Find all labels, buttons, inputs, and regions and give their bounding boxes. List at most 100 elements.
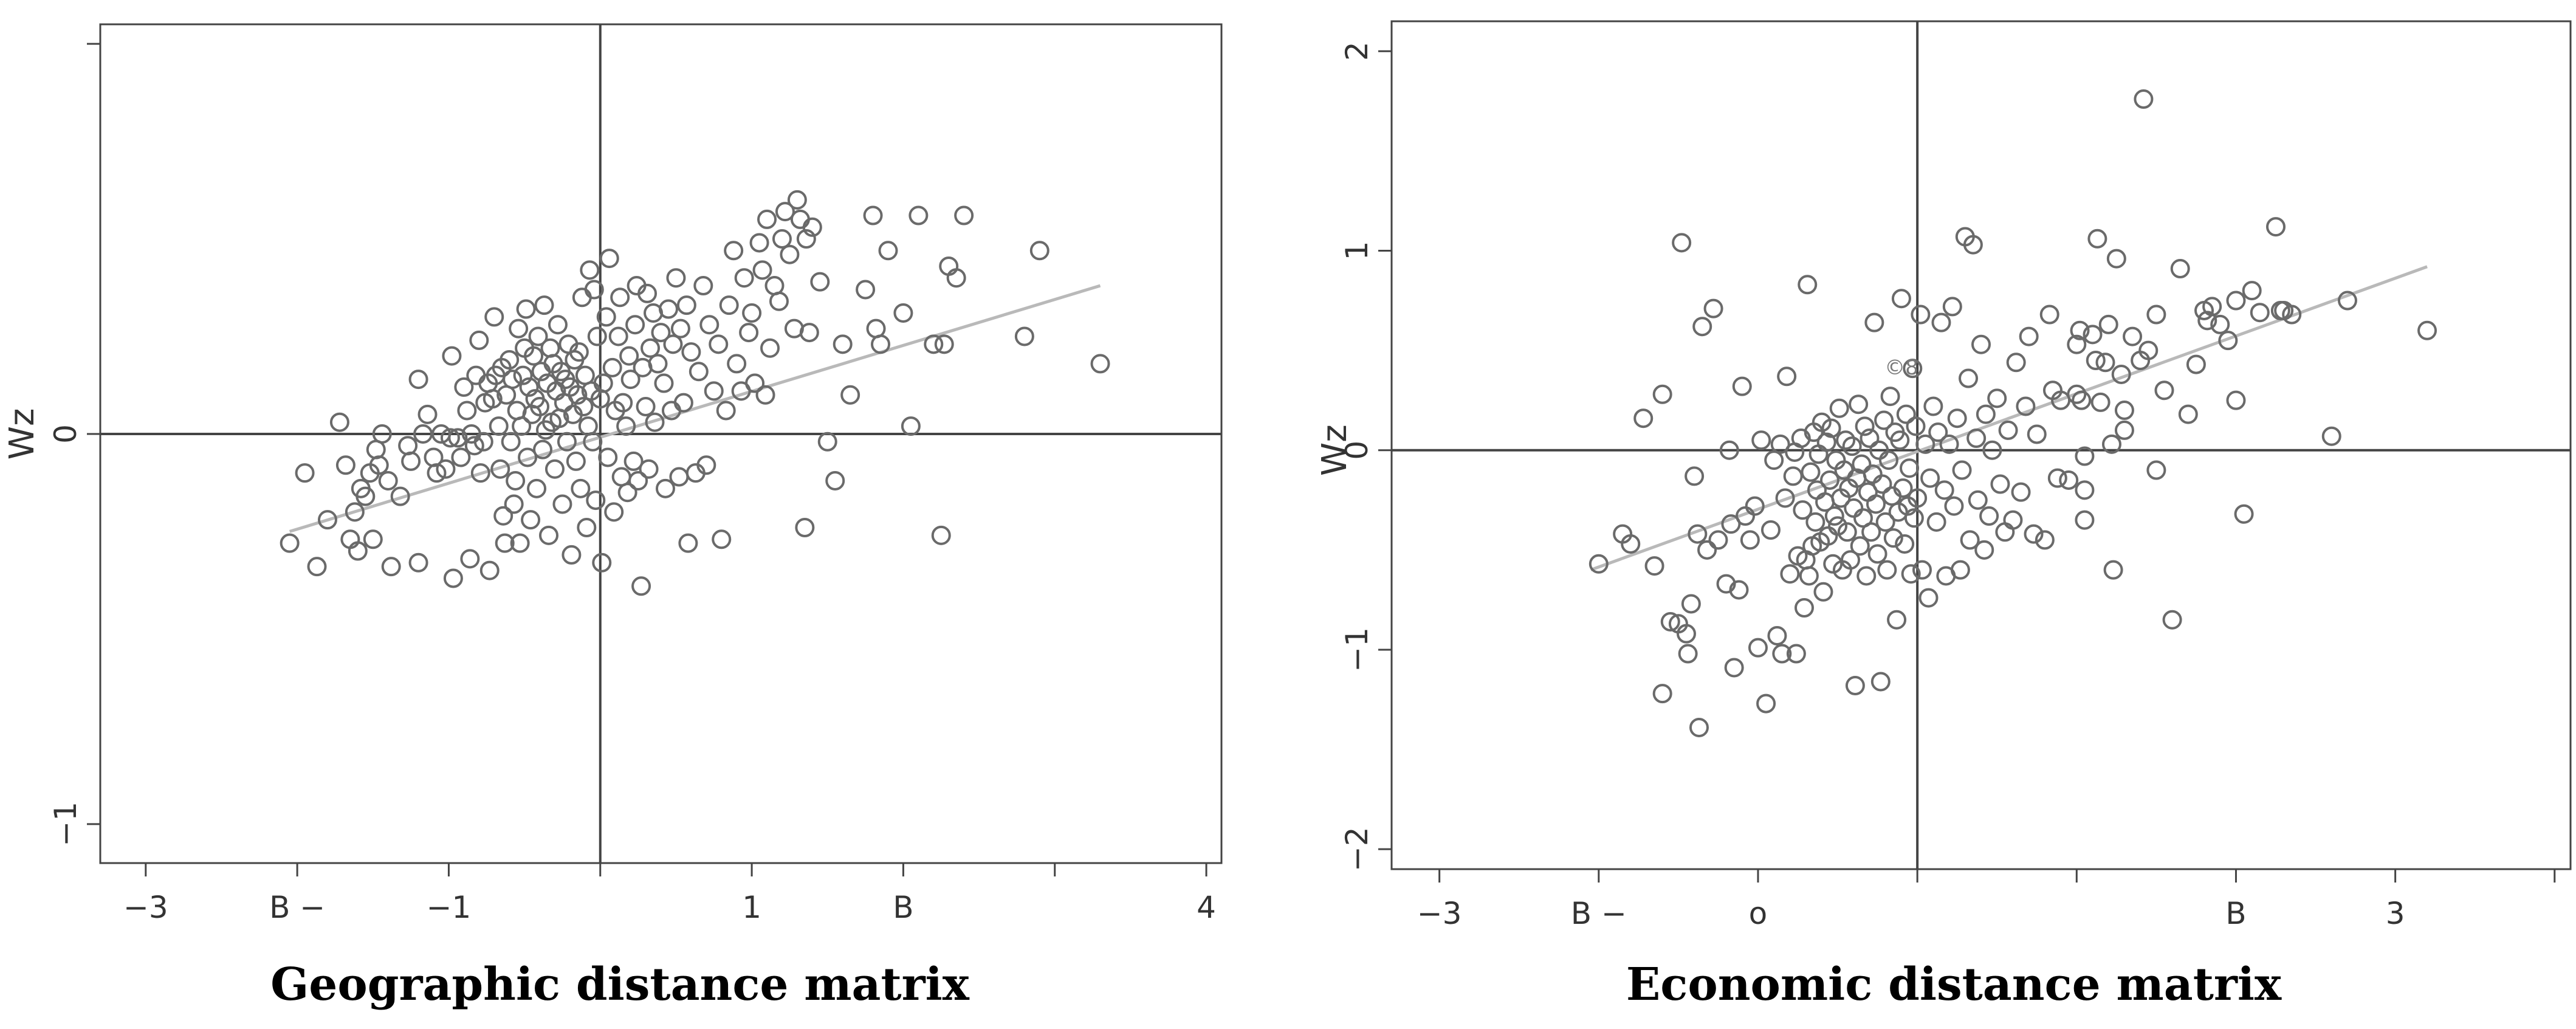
- scatter-point: [390, 486, 410, 506]
- scatter-point: [510, 533, 530, 553]
- scatter-point: [1760, 520, 1781, 540]
- scatter-point: [1870, 672, 1891, 692]
- scatter-point: [1861, 522, 1881, 542]
- scatter-point: [790, 209, 810, 229]
- scatter-point: [863, 205, 883, 225]
- y-tick-label: 2: [1339, 41, 1375, 61]
- x-tick-label: B: [2225, 896, 2246, 931]
- scatter-point: [666, 268, 686, 288]
- scatter-point: [755, 385, 775, 405]
- scatter-point: [1934, 480, 1954, 500]
- scatter-point: [810, 272, 830, 292]
- scatter-point: [530, 397, 550, 417]
- scatter-point: [1801, 462, 1821, 482]
- scatter-point: [577, 518, 597, 537]
- scatter-point: [369, 455, 389, 475]
- scatter-point: [2075, 446, 2095, 466]
- scatter-point: [2067, 334, 2087, 354]
- scatter-point: [1837, 522, 1857, 542]
- scatter-point: [866, 318, 886, 339]
- scatter-point: [1900, 458, 1920, 478]
- scatter-point: [1798, 275, 1818, 295]
- scatter-point: [2226, 291, 2246, 311]
- scatter-point: [2111, 364, 2131, 384]
- scatter-point: [610, 287, 630, 308]
- scatter-point: [490, 459, 510, 479]
- scatter-point: [1841, 550, 1861, 570]
- scatter-point: [617, 483, 637, 503]
- scatter-point: [645, 412, 665, 432]
- scatter-point: [1855, 416, 1875, 436]
- scatter-point: [693, 276, 713, 296]
- scatter-point: [1911, 305, 1931, 325]
- scatter-point: [1979, 506, 1999, 526]
- scatter-point: [924, 334, 944, 354]
- x-tick-label: B −: [269, 890, 325, 925]
- scatter-point: [1952, 460, 1972, 480]
- scatter-point: [580, 260, 600, 280]
- scatter-point: [509, 318, 529, 339]
- scatter-point: [2170, 259, 2190, 279]
- scatter-point: [1987, 388, 2007, 408]
- scatter-point: [1678, 644, 1698, 664]
- scatter-point: [639, 459, 659, 479]
- x-tick-label: 1: [742, 890, 761, 925]
- scatter-point: [825, 470, 845, 490]
- x-tick-label: B: [893, 890, 913, 925]
- scatter-point: [533, 439, 553, 459]
- scatter-point: [280, 533, 300, 553]
- scatter-point: [1974, 540, 1994, 560]
- scatter-point: [764, 276, 785, 296]
- scatter-point: [1772, 644, 1792, 664]
- scatter-point: [495, 533, 515, 553]
- scatter-point: [1893, 478, 1913, 498]
- scatter-point: [1912, 560, 1932, 580]
- scatter-point: [655, 478, 675, 498]
- scatter-point: [372, 424, 392, 444]
- scatter-point: [625, 315, 645, 335]
- x-tick-label: B −: [1571, 896, 1627, 931]
- scatter-point: [363, 529, 383, 549]
- scatter-point: [620, 370, 641, 390]
- scatter-point: [2250, 303, 2270, 323]
- scatter-point: [484, 307, 504, 327]
- chart-economic: −3 B − o B 3 −2 −1 0 1 2 Wz ©8 Economic distance mat…: [1315, 20, 2572, 1011]
- scatter-point: [673, 393, 693, 413]
- scatter-point: [408, 370, 428, 390]
- scatter-point: [2006, 353, 2026, 373]
- scatter-point: [348, 541, 368, 561]
- scatter-point: [2075, 510, 2095, 530]
- scatter-point: [658, 299, 678, 319]
- scatter-point: [654, 373, 674, 393]
- scatter-point: [295, 463, 315, 483]
- scatter-point: [443, 568, 463, 588]
- scatter-point: [1890, 430, 1910, 450]
- scatter-point: [752, 260, 772, 280]
- scatter-point: [454, 377, 474, 397]
- scatter-point: [712, 529, 732, 549]
- scatter-point: [1998, 420, 2018, 440]
- scatter-point: [669, 467, 689, 487]
- scatter-point: [574, 397, 594, 417]
- scatter-point: [2106, 249, 2126, 269]
- scatter-point: [500, 350, 520, 370]
- scatter-point: [802, 217, 822, 237]
- y-tick-label: −2: [1339, 827, 1375, 872]
- scatter-point: [1799, 566, 1819, 586]
- scatter-point: [1793, 500, 1813, 520]
- scatter-point: [1923, 396, 1943, 416]
- scatter-point: [787, 190, 807, 210]
- scatter-point: [398, 436, 418, 456]
- scatter-point: [584, 280, 604, 300]
- scatter-point: [1805, 512, 1826, 532]
- scatter-point: [2321, 426, 2341, 446]
- scatter-point: [2282, 305, 2302, 325]
- scatter-point: [518, 447, 538, 467]
- x-tick-label: 4: [1197, 890, 1216, 925]
- scatter-point: [451, 447, 471, 467]
- scatter-point: [2011, 482, 2031, 502]
- scatter-point: [2197, 311, 2217, 331]
- scatter-point: [544, 459, 565, 479]
- scatter-point: [2162, 610, 2182, 630]
- scatter-point: [1688, 524, 1708, 544]
